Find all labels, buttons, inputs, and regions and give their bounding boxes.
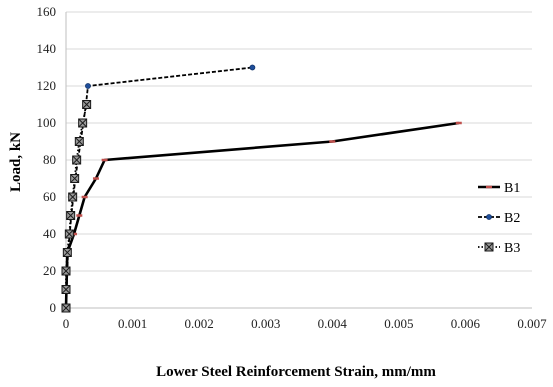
legend-label-b1: B1 — [504, 181, 520, 196]
data-point-b3-0 — [61, 303, 71, 313]
data-point-b3-11 — [82, 100, 92, 109]
y-tick-label-100: 100 — [37, 115, 57, 130]
x-tick-label-0.002: 0.002 — [185, 316, 214, 331]
series-b2 — [63, 64, 256, 311]
series-b3 — [61, 100, 92, 313]
x-tick-label-0.004: 0.004 — [318, 316, 348, 331]
data-point-b3-10 — [78, 118, 88, 128]
series-line-b2 — [65, 66, 253, 309]
x-tick-label-0.001: 0.001 — [118, 316, 147, 331]
data-point-b3-3-x2 — [63, 248, 72, 257]
legend-item-b3: B3 — [478, 241, 520, 256]
legend-label-b2: B2 — [504, 211, 520, 226]
x-tick-label-0.005: 0.005 — [384, 316, 413, 331]
legend-label-b3: B3 — [504, 241, 520, 256]
x-tick-label-0: 0 — [63, 316, 70, 331]
data-point-b3-5 — [66, 211, 76, 220]
y-tick-label-40: 40 — [43, 226, 56, 241]
y-tick-label-60: 60 — [43, 189, 56, 204]
y-tick-label-120: 120 — [37, 78, 57, 93]
tick-labels: 0 20 40 60 80 100 120 140 160 0 0.001 0.002 0.003 0.0… — [37, 4, 548, 331]
y-tick-label-20: 20 — [43, 263, 56, 278]
data-point-b3-6 — [68, 192, 78, 202]
data-point-b3-8 — [72, 155, 82, 165]
data-point-b3-4-x2 — [65, 229, 74, 239]
series-group — [61, 64, 462, 313]
data-point-b3-1 — [61, 285, 71, 294]
data-point-b3-11-x2 — [82, 100, 91, 109]
data-point-b3-7 — [70, 174, 80, 183]
legend: B1 B2 B3 — [478, 181, 520, 256]
y-axis-title: Load, kN — [8, 132, 24, 192]
data-point-b2-7 — [249, 64, 256, 71]
data-point-b3-10-x2 — [78, 118, 87, 128]
y-tick-label-160: 160 — [37, 4, 57, 19]
gridlines — [66, 11, 532, 272]
data-point-b3-7-x2 — [70, 174, 79, 183]
x-tick-label-0.006: 0.006 — [451, 316, 481, 331]
data-point-b3-2 — [61, 266, 71, 276]
x-tick-label-0.003: 0.003 — [251, 316, 280, 331]
y-tick-label-80: 80 — [43, 152, 56, 167]
data-point-b3-5-x2 — [66, 211, 75, 220]
data-point-b3-6-x2 — [68, 192, 77, 202]
data-point-b3-2-x2 — [61, 266, 71, 276]
legend-item-b2: B2 — [478, 211, 520, 226]
legend-item-b1: B1 — [478, 181, 520, 196]
data-point-b3-1-x2 — [61, 285, 71, 294]
x-tick-label-0.007: 0.007 — [517, 316, 547, 331]
data-point-b2-6 — [85, 83, 91, 89]
legend-marker-b3 — [484, 242, 494, 252]
data-point-b3-3 — [62, 248, 72, 257]
series-b1 — [63, 121, 462, 310]
legend-marker-b3-x2 — [484, 242, 494, 252]
y-tick-label-0: 0 — [50, 300, 57, 315]
y-tick-label-140: 140 — [37, 41, 57, 56]
series-line-b1 — [64, 121, 459, 309]
data-point-b3-9 — [74, 137, 84, 146]
legend-marker-b2 — [486, 214, 492, 220]
data-point-b3-8-x2 — [72, 155, 81, 165]
data-point-b3-9-x2 — [74, 137, 84, 146]
x-axis-title: Lower Steel Reinforcement Strain, mm/mm — [156, 364, 436, 380]
data-point-b3-4 — [64, 229, 74, 239]
series-line-b3 — [65, 104, 88, 308]
data-point-b3-0-x2 — [61, 303, 71, 313]
